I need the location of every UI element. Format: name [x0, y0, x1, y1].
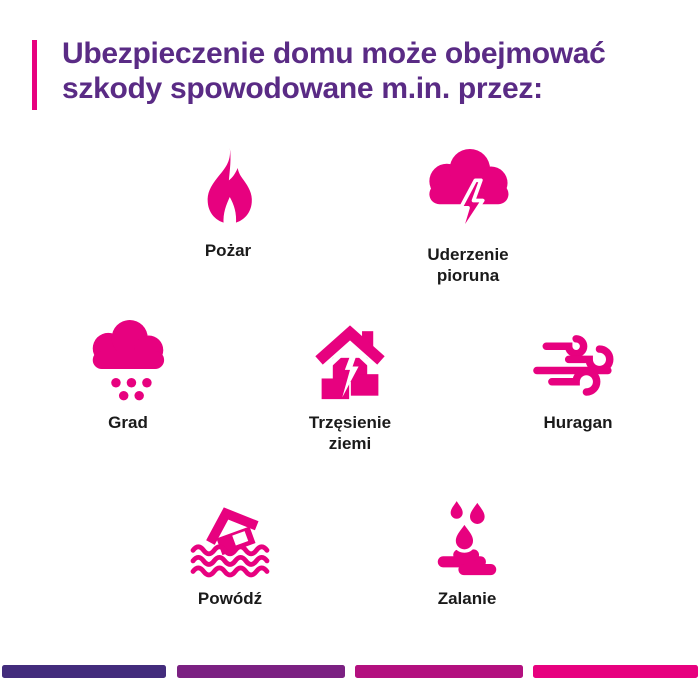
item-label: Uderzenie pioruna — [427, 245, 509, 285]
page-title-line1: Ubezpieczenie domu może obejmować — [62, 37, 606, 70]
item-trzesienie-ziemi: Trzęsienie ziemi — [275, 320, 425, 454]
footer-bar-purple — [177, 665, 345, 678]
item-huragan: Huragan — [503, 322, 653, 433]
item-label: Powódź — [197, 589, 263, 608]
hail-icon — [92, 320, 165, 401]
page-title-line2: szkody spowodowane m.in. przez: — [62, 72, 543, 105]
footer-bar-magenta — [355, 665, 523, 678]
item-label: Huragan — [543, 413, 613, 432]
footer-bar-dark-purple — [2, 665, 166, 678]
flood-icon — [190, 507, 270, 578]
footer-bar-pink — [533, 665, 698, 678]
item-zalanie: Zalanie — [392, 496, 542, 609]
item-label: Grad — [108, 413, 148, 432]
earthquake-icon — [315, 325, 385, 400]
page-title: Ubezpieczenie domu może obejmować szkody… — [62, 36, 662, 106]
item-label: Zalanie — [437, 589, 497, 608]
item-powodz: Powódź — [155, 494, 305, 609]
title-accent-bar — [32, 40, 37, 110]
item-uderzenie-pioruna: Uderzenie pioruna — [393, 149, 543, 286]
item-label: Trzęsienie ziemi — [308, 413, 392, 453]
item-pozar: Pożar — [153, 146, 303, 261]
water-leak-icon — [437, 501, 497, 576]
lightning-strike-icon — [429, 149, 509, 238]
item-grad: Grad — [53, 320, 203, 433]
fire-icon — [207, 147, 252, 225]
hurricane-wind-icon — [533, 335, 614, 396]
item-label: Pożar — [204, 241, 252, 260]
